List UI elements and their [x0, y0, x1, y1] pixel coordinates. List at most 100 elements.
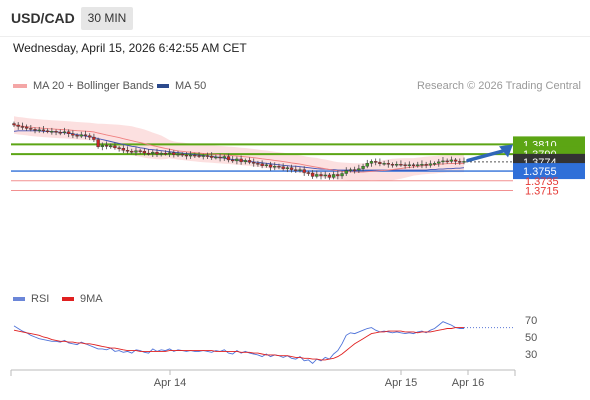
candle-body [50, 131, 54, 133]
rsi-legend-label: RSI [31, 293, 50, 305]
candle-body [277, 166, 281, 168]
legend-rsi: RSI [13, 293, 49, 305]
candle-body [407, 164, 411, 166]
candle-body [453, 159, 458, 162]
candle-body [125, 150, 130, 152]
candle-body [37, 129, 41, 132]
candle-body [416, 164, 420, 166]
candle-body [273, 166, 277, 168]
ma50-swatch [157, 84, 169, 89]
candle-body [252, 162, 256, 164]
rsi-tick-30: 30 [525, 349, 537, 361]
candle-body [352, 169, 357, 171]
candle-body [100, 145, 104, 148]
candle-body [411, 164, 416, 166]
candle-body [374, 161, 378, 163]
9ma-legend-label: 9MA [80, 293, 103, 305]
rsi-tick-50: 50 [525, 332, 537, 344]
candle-body [294, 169, 298, 171]
candle-body [428, 163, 433, 166]
header-divider [0, 36, 590, 37]
candle-body [302, 169, 306, 173]
research-credit: Research © 2026 Trading Central [416, 80, 581, 92]
candle-body [134, 150, 138, 153]
candle-body [289, 167, 294, 170]
candle-body [323, 174, 327, 177]
candle-body [298, 169, 302, 171]
candle-body [336, 174, 340, 177]
pivot-label-box [513, 163, 585, 180]
candle-body [54, 131, 58, 133]
candle-body [357, 168, 361, 171]
support-label-4: 1.3735 [525, 176, 559, 188]
candle-body [264, 164, 269, 166]
candle-body [365, 163, 369, 167]
candle-body [395, 164, 399, 166]
candle-body [71, 133, 75, 136]
candle-body [205, 155, 210, 157]
candle-body [20, 126, 25, 128]
candle-body [180, 153, 184, 156]
candle-body [117, 147, 121, 149]
candle-body [256, 163, 260, 165]
candle-body [62, 131, 67, 133]
candle-body [306, 172, 311, 174]
candle-body [83, 134, 88, 136]
candle-body [235, 158, 239, 162]
ma20-swatch [13, 84, 27, 89]
candle-body [109, 145, 113, 148]
candle-body [441, 160, 445, 163]
candle-body [209, 155, 214, 158]
candle-body [218, 156, 222, 159]
candle-body [239, 158, 243, 163]
rsi-swatch [13, 297, 25, 302]
support-label-5: 1.3715 [525, 185, 559, 197]
candle-body [399, 164, 403, 166]
rsi-tick-70: 70 [525, 315, 537, 327]
timeframe-button[interactable]: 30 MIN [81, 7, 133, 30]
ma20-line [13, 124, 465, 173]
candle-body [432, 163, 437, 165]
candle-body [214, 156, 218, 159]
candle-body [369, 161, 374, 164]
candle-body [458, 161, 462, 163]
x-tick-Apr-15: Apr 15 [385, 377, 417, 389]
ma20-legend-label: MA 20 + Bollinger Bands [33, 80, 154, 92]
legend-9ma: 9MA [62, 293, 103, 305]
pivot-label: 1.3755 [523, 166, 557, 178]
candle-body [155, 151, 159, 155]
currency-pair-title: USD/CAD [11, 10, 75, 26]
candle-body [138, 150, 142, 152]
ma50-legend-label: MA 50 [175, 80, 207, 92]
candle-body [226, 156, 231, 161]
candle-body [310, 172, 315, 177]
candle-body [104, 145, 109, 147]
bollinger-band [14, 116, 464, 181]
candle-body [424, 164, 428, 166]
candle-body [281, 166, 285, 169]
candle-body [12, 123, 16, 126]
candle-body [331, 174, 336, 178]
rsi-ma9-line [13, 327, 464, 361]
candle-body [403, 164, 407, 166]
candle-body [151, 151, 155, 154]
candle-body [193, 154, 197, 157]
candle-body [386, 163, 390, 165]
candle-body [130, 150, 134, 153]
candle-body [268, 164, 273, 168]
x-tick-Apr-16: Apr 16 [452, 377, 484, 389]
candle-body [67, 131, 71, 134]
candle-body [163, 152, 168, 155]
candle-body [41, 129, 46, 132]
candle-body [327, 174, 332, 178]
candle-body [146, 152, 151, 155]
candle-body [344, 170, 348, 174]
candle-body [184, 154, 189, 157]
candle-body [231, 159, 235, 162]
candle-body [142, 150, 147, 154]
candle-body [121, 148, 126, 151]
candle-body [285, 167, 290, 169]
candle-body [197, 155, 201, 157]
candle-body [437, 161, 441, 164]
